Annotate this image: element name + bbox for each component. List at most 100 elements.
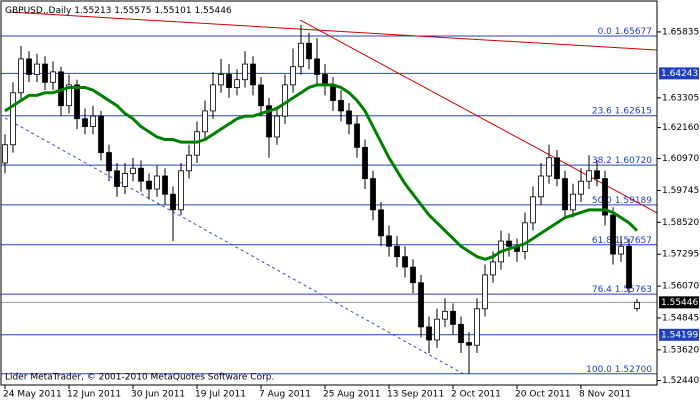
candle-body xyxy=(2,144,8,164)
candle-body xyxy=(314,58,320,75)
x-tick-label: 30 Jun 2011 xyxy=(131,390,185,400)
candle-body xyxy=(66,84,72,107)
high: 1.55575 xyxy=(114,6,151,16)
current-price-label: 1.55446 xyxy=(661,298,698,308)
fib-price: 1.60720 xyxy=(615,156,652,166)
candle-body xyxy=(490,261,496,276)
candle-body xyxy=(202,110,208,133)
candle-body xyxy=(618,245,624,255)
y-tick-label: 1.59745 xyxy=(662,186,699,196)
candle-body xyxy=(186,154,192,172)
candle-body xyxy=(538,175,544,198)
y-tick-label: 1.54845 xyxy=(662,313,699,323)
candle-body xyxy=(74,84,80,120)
candle-body xyxy=(362,146,368,180)
y-tick-label: 1.60970 xyxy=(662,154,699,164)
candle-body xyxy=(434,318,440,341)
candle-body xyxy=(162,175,168,195)
chart-title: GBPUSD,,Daily 1.55213 1.55575 1.55101 1.… xyxy=(5,6,232,16)
x-tick-label: 20 Oct 2011 xyxy=(515,390,571,400)
candle-body xyxy=(322,74,328,86)
candle-body xyxy=(18,58,24,94)
candle-body xyxy=(330,84,336,101)
candle-body xyxy=(354,123,360,148)
price-box xyxy=(659,328,699,341)
candle-body xyxy=(114,170,120,187)
candle-body xyxy=(250,63,256,86)
fib-price: 1.52700 xyxy=(615,364,652,374)
x-tick-label: 13 Sep 2011 xyxy=(387,390,444,400)
candle-body xyxy=(26,58,32,75)
candle-body xyxy=(274,115,280,138)
price-box xyxy=(659,67,699,80)
fib-level: 23.6 xyxy=(592,106,612,116)
candle-body xyxy=(426,326,432,341)
open: 1.55213 xyxy=(74,6,111,16)
candle-body xyxy=(570,193,576,211)
candle-body xyxy=(418,282,424,328)
fib-label: 61.8 1.57657 xyxy=(592,235,652,245)
y-tick-label: 1.57295 xyxy=(662,250,699,260)
candle-body xyxy=(530,196,536,224)
fib-price: 1.57657 xyxy=(615,235,652,245)
candle-body xyxy=(482,274,488,310)
x-tick-label: 25 Aug 2011 xyxy=(323,390,381,400)
candle-body xyxy=(258,84,264,107)
candle-body xyxy=(146,180,152,190)
fib-level: 61.8 xyxy=(592,235,612,245)
x-tick-label: 19 Jul 2011 xyxy=(195,390,246,400)
y-tick-label: 1.62160 xyxy=(662,123,699,133)
candle-body xyxy=(522,222,528,252)
candle-body xyxy=(106,152,112,172)
fib-price: 1.55763 xyxy=(615,285,652,295)
candle-body xyxy=(410,266,416,284)
fib-level: 50.0 xyxy=(592,195,612,205)
candle-body xyxy=(626,245,632,289)
candle-body xyxy=(298,42,304,68)
candle-body xyxy=(562,178,568,211)
symbol: GBPUSD,,Daily xyxy=(5,6,72,16)
trendline xyxy=(9,11,657,51)
current-price-box xyxy=(659,296,699,309)
candle-body xyxy=(338,100,344,112)
candle-body xyxy=(586,170,592,182)
fib-price: 1.62615 xyxy=(615,106,652,116)
candle-body xyxy=(226,74,232,88)
fib-level: 0.0 xyxy=(598,27,613,37)
candle-body xyxy=(594,170,600,180)
candle-body xyxy=(458,323,464,343)
candle-body xyxy=(98,115,104,153)
y-tick-label: 1.65835 xyxy=(662,27,699,37)
candle-body xyxy=(402,256,408,268)
candle-body xyxy=(394,245,400,258)
candle-body xyxy=(130,167,136,174)
fib-label: 0.0 1.65677 xyxy=(598,27,652,37)
fib-label: 76.4 1.55763 xyxy=(592,285,652,295)
fib-price: 1.65677 xyxy=(615,27,652,37)
moving-average xyxy=(4,83,639,261)
candle-body xyxy=(386,235,392,247)
candle-body xyxy=(218,74,224,86)
candle-body xyxy=(450,310,456,325)
candle-body xyxy=(154,175,160,190)
candle-body xyxy=(42,63,48,83)
close: 1.55446 xyxy=(194,6,231,16)
fib-label: 50.0 1.59189 xyxy=(592,195,652,205)
candle-body xyxy=(306,42,312,60)
footer: Lider MetaTrader, © 2001-2010 MetaQuotes… xyxy=(5,373,274,383)
fib-label: 23.6 1.62615 xyxy=(592,106,652,116)
candle-body xyxy=(610,214,616,255)
x-tick-label: 24 May 2011 xyxy=(3,390,62,400)
candle-body xyxy=(266,105,272,138)
candle-body xyxy=(82,118,88,127)
candle-body xyxy=(90,115,96,127)
y-tick-label: 1.52440 xyxy=(662,376,699,386)
candle-body xyxy=(10,92,16,146)
candle-body xyxy=(50,71,56,83)
candle-body xyxy=(178,170,184,211)
fib-level: 76.4 xyxy=(592,285,612,295)
candle-body xyxy=(346,110,352,125)
y-tick-label: 1.53620 xyxy=(662,345,699,355)
y-tick-label: 1.63305 xyxy=(662,93,699,103)
